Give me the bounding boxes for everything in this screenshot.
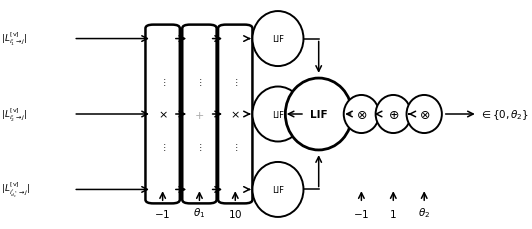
Text: $\times$: $\times$ xyxy=(230,109,240,120)
Text: $\times$: $\times$ xyxy=(158,109,168,120)
Text: $-1$: $-1$ xyxy=(353,207,370,219)
Text: $|L_{i_1^{\prime}\rightarrow j}^{[\mathrm{v}]}|$: $|L_{i_1^{\prime}\rightarrow j}^{[\mathr… xyxy=(1,31,27,48)
Text: LIF: LIF xyxy=(272,110,284,119)
Ellipse shape xyxy=(285,79,352,150)
Text: $\in \{0, \theta_2\}$: $\in \{0, \theta_2\}$ xyxy=(479,108,529,121)
Text: $|L_{i_{d_c^*}^{\prime}\rightarrow j}^{[\mathrm{v}]}|$: $|L_{i_{d_c^*}^{\prime}\rightarrow j}^{[… xyxy=(1,180,30,199)
Text: $\vdots$: $\vdots$ xyxy=(160,141,165,152)
Ellipse shape xyxy=(344,95,379,134)
Text: $\vdots$: $\vdots$ xyxy=(160,77,165,88)
Text: $\otimes$: $\otimes$ xyxy=(419,108,430,121)
FancyBboxPatch shape xyxy=(182,25,217,204)
Ellipse shape xyxy=(253,162,303,217)
Ellipse shape xyxy=(253,87,303,142)
Ellipse shape xyxy=(376,95,411,134)
Text: LIF: LIF xyxy=(310,109,328,120)
Text: $\vdots$: $\vdots$ xyxy=(196,141,203,152)
FancyBboxPatch shape xyxy=(145,25,180,204)
Text: $\theta_1$: $\theta_1$ xyxy=(193,205,205,219)
FancyBboxPatch shape xyxy=(218,25,253,204)
Text: $|L_{i_2^{\prime}\rightarrow j}^{[\mathrm{v}]}|$: $|L_{i_2^{\prime}\rightarrow j}^{[\mathr… xyxy=(1,106,27,123)
Text: LIF: LIF xyxy=(272,185,284,194)
Text: $\theta_2$: $\theta_2$ xyxy=(418,205,430,219)
Text: $\otimes$: $\otimes$ xyxy=(356,108,367,121)
Text: $\oplus$: $\oplus$ xyxy=(388,108,399,121)
Text: $10$: $10$ xyxy=(228,207,243,219)
Ellipse shape xyxy=(406,95,442,134)
Text: $\vdots$: $\vdots$ xyxy=(232,77,238,88)
Text: $\vdots$: $\vdots$ xyxy=(232,141,238,152)
Text: $1$: $1$ xyxy=(389,207,397,219)
Text: $+$: $+$ xyxy=(194,109,204,120)
Text: LIF: LIF xyxy=(272,35,284,44)
Text: $\vdots$: $\vdots$ xyxy=(196,77,203,88)
Text: $-1$: $-1$ xyxy=(154,207,171,219)
Ellipse shape xyxy=(253,12,303,67)
